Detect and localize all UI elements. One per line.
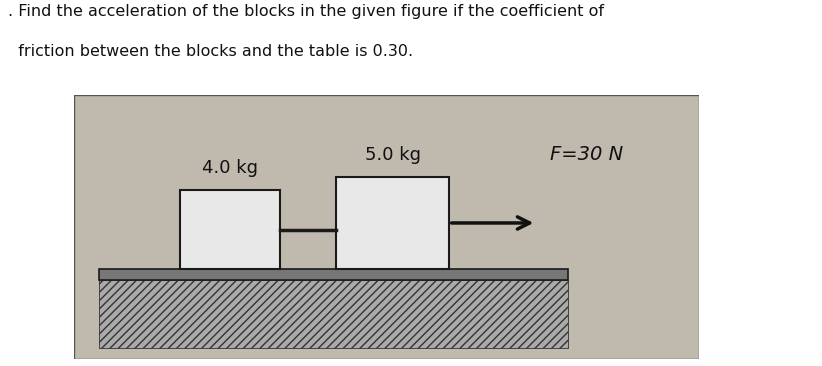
Bar (180, 190, 280, 269)
Text: friction between the blocks and the table is 0.30.: friction between the blocks and the tabl… (8, 44, 413, 59)
Text: 5.0 kg: 5.0 kg (365, 146, 421, 164)
Bar (99, 280, 567, 348)
Text: F=30 N: F=30 N (550, 145, 623, 164)
Bar (99, 269, 567, 280)
Text: . Find the acceleration of the blocks in the given figure if the coefficient of: . Find the acceleration of the blocks in… (8, 4, 604, 19)
Bar (336, 177, 449, 269)
Text: 4.0 kg: 4.0 kg (202, 159, 258, 177)
